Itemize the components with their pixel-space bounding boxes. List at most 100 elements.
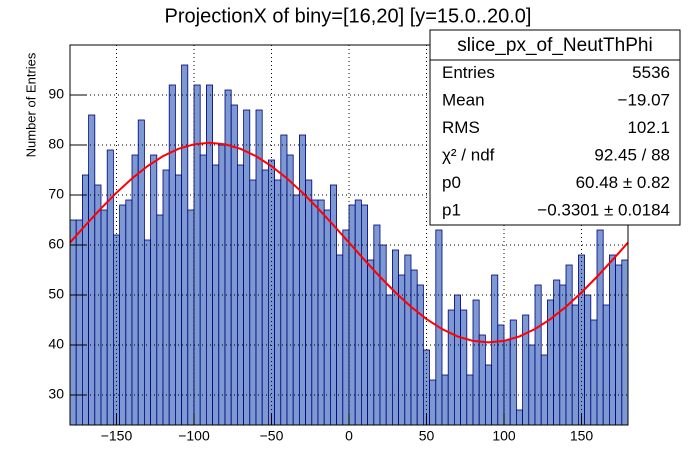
bar xyxy=(305,179,313,426)
bar xyxy=(528,344,536,426)
bar xyxy=(416,284,424,426)
bar xyxy=(336,254,344,426)
bar xyxy=(509,319,517,426)
bar xyxy=(559,284,567,426)
bar xyxy=(156,214,164,426)
stats-label: p0 xyxy=(442,173,461,192)
bar xyxy=(143,239,151,426)
x-tick-label: 150 xyxy=(570,428,594,444)
x-tick-label: 0 xyxy=(345,428,353,444)
bar xyxy=(578,254,586,426)
stats-value: 92.45 / 88 xyxy=(594,146,670,165)
x-tick-label: −100 xyxy=(178,428,210,444)
bar xyxy=(447,309,455,426)
stats-title: slice_px_of_NeutThPhi xyxy=(457,35,652,56)
bar xyxy=(162,169,170,426)
bar xyxy=(516,409,524,426)
stats-label: Mean xyxy=(442,91,485,110)
bar xyxy=(243,109,251,426)
bar xyxy=(503,339,511,426)
stats-value: 60.48 ± 0.82 xyxy=(576,173,670,192)
y-tick-label: 50 xyxy=(48,286,64,302)
bar xyxy=(441,374,449,426)
bar xyxy=(212,164,220,426)
y-tick-label: 90 xyxy=(48,86,64,102)
chart-title: ProjectionX of biny=[16,20] [y=15.0..20.… xyxy=(165,5,532,27)
bar xyxy=(590,319,598,426)
bar xyxy=(354,199,362,426)
bar xyxy=(460,309,468,426)
y-tick-label: 40 xyxy=(48,336,64,352)
bar xyxy=(391,249,399,426)
bar xyxy=(410,269,418,426)
bar xyxy=(360,204,368,426)
bar xyxy=(274,179,282,426)
bar xyxy=(125,199,133,426)
y-tick-label: 60 xyxy=(48,236,64,252)
x-tick-label: −150 xyxy=(101,428,133,444)
bar xyxy=(199,154,207,426)
bar xyxy=(75,219,83,426)
stats-label: χ² / ndf xyxy=(442,146,495,165)
bar xyxy=(298,134,306,426)
y-axis-label: Number of Entries xyxy=(23,52,38,157)
bar xyxy=(385,294,393,426)
stats-value: 5536 xyxy=(632,63,670,82)
bar xyxy=(224,89,232,426)
bar xyxy=(150,154,158,426)
y-tick-label: 30 xyxy=(48,386,64,402)
bar xyxy=(348,204,356,426)
bar xyxy=(88,114,96,426)
bar xyxy=(218,144,226,426)
bar xyxy=(367,259,375,426)
bar xyxy=(342,229,350,426)
stats-box xyxy=(429,29,681,226)
bar xyxy=(491,274,499,426)
bar xyxy=(106,149,114,426)
stats-label: RMS xyxy=(442,118,480,137)
fit-curve xyxy=(69,141,629,344)
bar xyxy=(609,254,617,426)
bar xyxy=(94,184,102,426)
bar xyxy=(584,294,592,426)
bar xyxy=(534,284,542,426)
y-tick-label: 80 xyxy=(48,136,64,152)
bar xyxy=(292,194,300,426)
stats-label: p1 xyxy=(442,201,461,220)
bar xyxy=(429,379,437,426)
bar xyxy=(230,104,238,426)
bar xyxy=(472,299,480,426)
bar xyxy=(379,244,387,426)
bar xyxy=(174,174,182,426)
bar xyxy=(119,204,127,426)
bar xyxy=(329,184,337,426)
bar xyxy=(466,374,474,426)
bar xyxy=(553,279,561,426)
bar xyxy=(596,229,604,426)
bar xyxy=(82,174,90,426)
bar xyxy=(317,199,325,426)
y-tick-label: 70 xyxy=(48,186,64,202)
bar xyxy=(69,219,77,426)
bar xyxy=(137,119,145,426)
bar xyxy=(100,209,108,426)
x-tick-label: 50 xyxy=(419,428,435,444)
stats-value: −0.3301 ± 0.0184 xyxy=(537,201,670,220)
bar xyxy=(602,304,610,426)
stats-value: 102.1 xyxy=(627,118,670,137)
bar xyxy=(249,179,257,426)
bar xyxy=(571,304,579,426)
bar xyxy=(311,199,319,426)
x-tick-label: −50 xyxy=(260,428,284,444)
bar xyxy=(540,354,548,426)
bar xyxy=(193,84,201,426)
bar xyxy=(478,334,486,426)
bar xyxy=(187,209,195,426)
stats-value: −19.07 xyxy=(618,91,670,110)
x-tick-label: 100 xyxy=(492,428,516,444)
bar xyxy=(168,84,176,426)
bar xyxy=(131,154,139,426)
bar xyxy=(621,259,629,426)
bar xyxy=(261,169,269,426)
